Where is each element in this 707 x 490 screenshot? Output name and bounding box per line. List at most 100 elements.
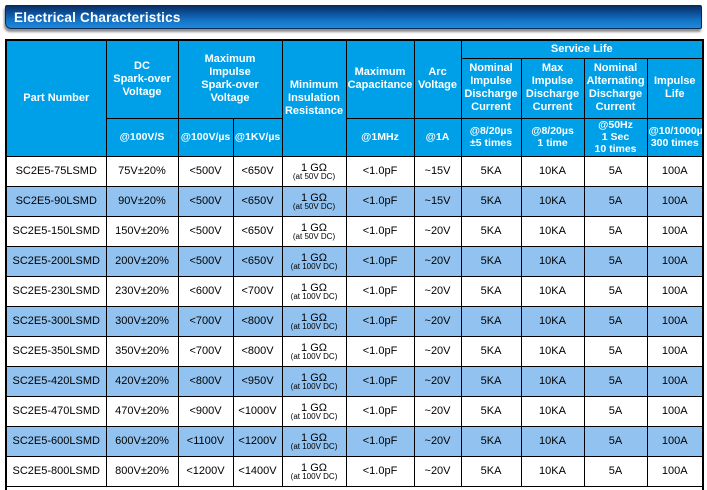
cell-impulse-life: 100A (646, 365, 704, 397)
col-header-max-impulse-sparkover-voltage: Maximum Impulse Spark-over Voltage (177, 39, 283, 119)
cell-nominal-impulse-current: 5KA (460, 215, 522, 247)
cell-dc-sparkover: 800V±20% (105, 455, 179, 487)
cell-max-impulse-current: 10KA (520, 305, 585, 337)
table-row: SC2E5-200LSMD 200V±20% <500V <650V 1 GΩ (at 1… (5, 245, 704, 277)
cell-alternating-current: 5A (583, 305, 648, 337)
subheader-8-20us-5times: @8/20µs ±5 times (460, 117, 522, 157)
subheader-dc-condition: @100V/S (105, 117, 179, 157)
cell-nominal-impulse-current: 5KA (460, 425, 522, 457)
insulation-test-condition: (at 100V DC) (290, 471, 338, 481)
electrical-characteristics-table: Part Number DC Spark-over Voltage Maximu… (5, 39, 705, 490)
col-header-nominal-alternating-discharge-current: Nominal Alternating Discharge Current (583, 57, 648, 119)
cell-max-impulse-current: 10KA (520, 425, 585, 457)
table-row: SC2E5-470LSMD 470V±20% <900V <1000V 1 GΩ (at … (5, 395, 704, 427)
insulation-value: 1 GΩ (301, 251, 327, 264)
cell-max-impulse-current: 10KA (520, 245, 585, 277)
cell-max-impulse-current: 10KA (520, 365, 585, 397)
cell-insulation-resistance: 1 GΩ (at 100V DC) (281, 365, 347, 397)
insulation-test-condition: (at 50V DC) (292, 171, 336, 181)
cell-capacitance: <1.0pF (345, 155, 415, 187)
insulation-value: 1 GΩ (301, 161, 327, 174)
insulation-test-condition: (at 100V DC) (290, 321, 338, 331)
cell-max-impulse-current: 10KA (520, 215, 585, 247)
cell-dc-sparkover: 90V±20% (105, 185, 179, 217)
table-row: SC2E5-150LSMD 150V±20% <500V <650V 1 GΩ (at 5… (5, 215, 704, 247)
insulation-test-condition: (at 100V DC) (290, 351, 338, 361)
cell-arc-voltage: ~20V (413, 395, 462, 427)
cell-arc-voltage: ~20V (413, 305, 462, 337)
cell-dc-sparkover: 200V±20% (105, 245, 179, 277)
table-row: SC2E5-800LSMD 800V±20% <1200V <1400V 1 GΩ (at… (5, 455, 704, 487)
cell-part-number: SC2E5-150LSMD (5, 215, 107, 247)
cell-impulse-100v-us: <1100V (177, 425, 234, 457)
cell-arc-voltage: ~20V (413, 215, 462, 247)
insulation-value: 1 GΩ (301, 461, 327, 474)
cell-arc-voltage: ~20V (413, 365, 462, 397)
col-header-nominal-impulse-discharge-current: Nominal Impulse Discharge Current (460, 57, 522, 119)
cell-part-number: SC2E5-800LSMD (5, 455, 107, 487)
col-header-arc-voltage: Arc Voltage (413, 39, 462, 119)
section-title-bar: Electrical Characteristics (5, 5, 702, 29)
cell-impulse-100v-us: <900V (177, 395, 234, 427)
cell-impulse-1kv-us: <800V (232, 305, 283, 337)
cell-insulation-resistance: 1 GΩ (at 100V DC) (281, 245, 347, 277)
cell-insulation-resistance: 1 GΩ (at 100V DC) (281, 455, 347, 487)
cell-arc-voltage: ~20V (413, 425, 462, 457)
cell-impulse-life: 100A (646, 335, 704, 367)
cell-part-number: SC2E5-350LSMD (5, 335, 107, 367)
col-header-service-life: Service Life (460, 39, 704, 59)
table-row: SC2E5-230LSMD 230V±20% <600V <700V 1 GΩ (at 1… (5, 275, 704, 307)
insulation-value: 1 GΩ (301, 431, 327, 444)
cell-impulse-100v-us: <500V (177, 245, 234, 277)
cell-alternating-current: 5A (583, 395, 648, 427)
cell-nominal-impulse-current: 5KA (460, 155, 522, 187)
subheader-8-20us-1time: @8/20µs 1 time (520, 117, 585, 157)
insulation-test-condition: (at 100V DC) (290, 441, 338, 451)
cell-part-number: SC2E5-300LSMD (5, 305, 107, 337)
cell-impulse-1kv-us: <650V (232, 215, 283, 247)
cell-nominal-impulse-current: 5KA (460, 455, 522, 487)
cell-capacitance: <1.0pF (345, 395, 415, 427)
cell-insulation-resistance: 1 GΩ (at 100V DC) (281, 335, 347, 367)
cell-dc-sparkover: 350V±20% (105, 335, 179, 367)
insulation-value: 1 GΩ (301, 371, 327, 384)
cell-nominal-impulse-current: 5KA (460, 395, 522, 427)
cell-insulation-resistance: 1 GΩ (at 50V DC) (281, 185, 347, 217)
cell-impulse-life: 100A (646, 185, 704, 217)
subheader-10-1000us-300times: @10/1000µs 300 times (646, 117, 704, 157)
cell-nominal-impulse-current: 5KA (460, 185, 522, 217)
cell-impulse-100v-us: <1200V (177, 455, 234, 487)
col-header-part-number: Part Number (5, 39, 107, 157)
cell-alternating-current: 5A (583, 365, 648, 397)
cell-impulse-1kv-us: <1000V (232, 395, 283, 427)
cell-part-number: SC2E5-90LSMD (5, 185, 107, 217)
cell-arc-voltage: ~15V (413, 185, 462, 217)
cell-arc-voltage: ~20V (413, 455, 462, 487)
insulation-value: 1 GΩ (301, 221, 327, 234)
insulation-value: 1 GΩ (301, 311, 327, 324)
cell-arc-voltage: ~20V (413, 245, 462, 277)
table-row: SC2E5-420LSMD 420V±20% <800V <950V 1 GΩ (at 1… (5, 365, 704, 397)
cell-alternating-current: 5A (583, 215, 648, 247)
cell-alternating-current: 5A (583, 275, 648, 307)
table-row: SC2E5-600LSMD 600V±20% <1100V <1200V 1 GΩ (at… (5, 425, 704, 457)
cell-impulse-100v-us: <500V (177, 185, 234, 217)
cell-nominal-impulse-current: 5KA (460, 365, 522, 397)
cell-dc-sparkover: 150V±20% (105, 215, 179, 247)
cell-arc-voltage: ~20V (413, 335, 462, 367)
col-header-max-capacitance: Maximum Capacitance (345, 39, 415, 119)
cell-insulation-resistance: 1 GΩ (at 100V DC) (281, 425, 347, 457)
cell-alternating-current: 5A (583, 245, 648, 277)
cell-part-number: SC2E5-470LSMD (5, 395, 107, 427)
cell-impulse-1kv-us: <650V (232, 155, 283, 187)
cell-alternating-current: 5A (583, 425, 648, 457)
cell-max-impulse-current: 10KA (520, 455, 585, 487)
table-row: SC2E5-300LSMD 300V±20% <700V <800V 1 GΩ (at 1… (5, 305, 704, 337)
insulation-test-condition: (at 100V DC) (290, 261, 338, 271)
cell-capacitance: <1.0pF (345, 455, 415, 487)
cell-dc-sparkover: 420V±20% (105, 365, 179, 397)
cell-impulse-100v-us: <500V (177, 215, 234, 247)
cell-impulse-100v-us: <700V (177, 335, 234, 367)
cell-impulse-life: 100A (646, 395, 704, 427)
insulation-test-condition: (at 50V DC) (292, 231, 336, 241)
